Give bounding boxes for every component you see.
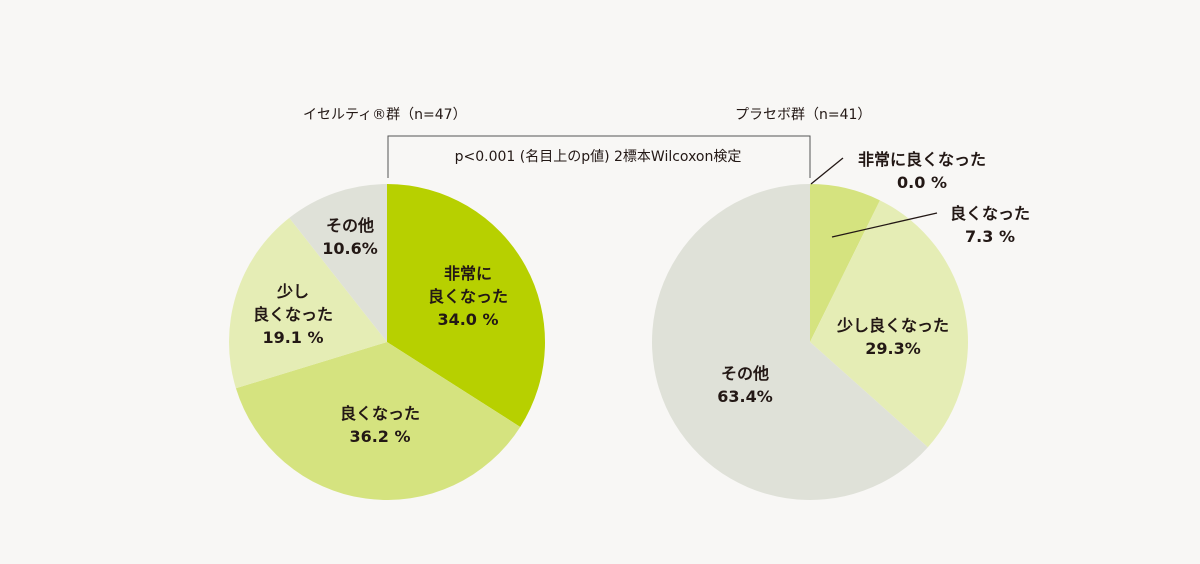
right-pie-title: プラセボ群（n=41） bbox=[735, 107, 872, 123]
label-text: 良くなった bbox=[949, 204, 1031, 223]
label-text: 非常に良くなった bbox=[857, 150, 987, 169]
pie-right bbox=[652, 184, 968, 501]
label-value: 63.4% bbox=[717, 387, 773, 406]
label-text: その他 bbox=[325, 216, 375, 235]
label-text: 良くなった bbox=[427, 287, 509, 306]
label-value: 29.3% bbox=[865, 339, 921, 358]
comparison-text: p<0.001 (名目上のp値) 2標本Wilcoxon検定 bbox=[454, 149, 742, 165]
label-right-3: その他 63.4% bbox=[717, 362, 773, 408]
comparison-bracket bbox=[387, 135, 811, 178]
label-left-3: その他 10.6% bbox=[322, 214, 378, 260]
label-text: 少し bbox=[276, 282, 310, 301]
label-value: 0.0 % bbox=[897, 173, 947, 192]
label-text: その他 bbox=[720, 364, 770, 383]
pie-slice-1 bbox=[235, 342, 521, 500]
label-right-2: 少し良くなった 29.3% bbox=[837, 314, 949, 360]
label-text: 良くなった bbox=[252, 305, 334, 324]
leader-line-1 bbox=[831, 212, 938, 238]
pie-slice-2 bbox=[229, 217, 387, 389]
label-value: 10.6% bbox=[322, 239, 378, 258]
pie-slice-2 bbox=[810, 200, 968, 448]
pie-slice-3 bbox=[652, 184, 928, 501]
pie-slice-1 bbox=[810, 184, 880, 342]
pie-left bbox=[229, 184, 546, 500]
label-left-1: 良くなった 36.2 % bbox=[340, 402, 420, 448]
label-right-1: 良くなった 7.3 % bbox=[950, 202, 1030, 248]
label-value: 34.0 % bbox=[437, 310, 499, 329]
label-right-0: 非常に良くなった 0.0 % bbox=[858, 148, 986, 194]
pie-slice-0 bbox=[387, 184, 546, 427]
label-value: 19.1 % bbox=[262, 328, 324, 347]
label-left-2: 少し 良くなった 19.1 % bbox=[253, 280, 333, 349]
pie-slice-3 bbox=[289, 184, 387, 342]
label-value: 36.2 % bbox=[349, 427, 411, 446]
label-value: 7.3 % bbox=[965, 227, 1015, 246]
label-text: 少し良くなった bbox=[836, 316, 950, 335]
label-text: 非常に bbox=[443, 264, 493, 283]
left-pie-title: イセルティ®群（n=47） bbox=[303, 107, 467, 123]
label-left-0: 非常に 良くなった 34.0 % bbox=[428, 262, 508, 331]
label-text: 良くなった bbox=[339, 404, 421, 423]
leader-line-0 bbox=[810, 157, 844, 185]
